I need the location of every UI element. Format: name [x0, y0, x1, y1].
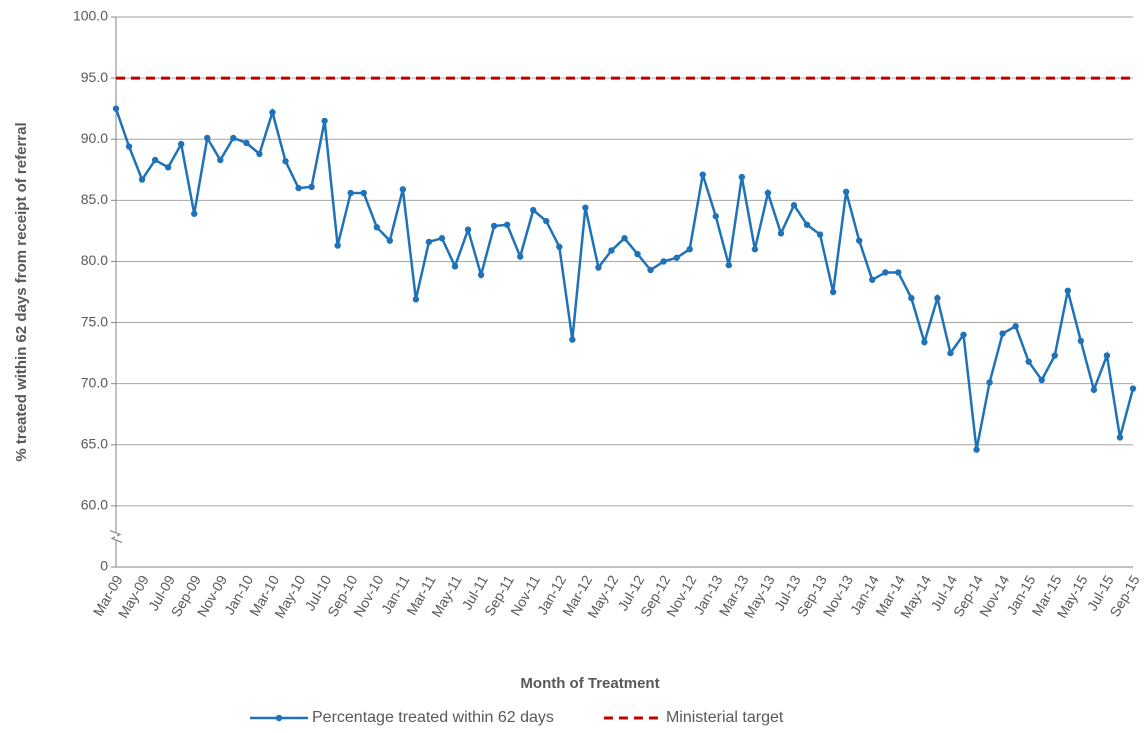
data-point [334, 242, 341, 249]
data-point [1038, 376, 1045, 384]
data-point [230, 134, 237, 142]
data-point [425, 238, 433, 246]
y-tick-label: 100.0 [73, 8, 108, 24]
data-point [321, 117, 328, 125]
y-tick-label: 75.0 [81, 313, 108, 329]
data-point [490, 222, 498, 230]
data-point [973, 446, 980, 453]
data-point [556, 243, 563, 250]
y-tick-label: 60.0 [81, 497, 108, 513]
data-point [869, 276, 876, 283]
data-point [934, 294, 941, 302]
y-tick-label: 65.0 [81, 435, 108, 451]
axis-break-gap [115, 533, 117, 540]
data-point [960, 331, 967, 338]
data-point [855, 237, 863, 244]
x-axis-label: Month of Treatment [520, 675, 659, 692]
data-point [138, 176, 146, 183]
data-point [921, 338, 928, 346]
y-tick-label: 80.0 [81, 252, 108, 268]
data-point [777, 230, 785, 237]
data-point [451, 263, 459, 270]
data-point [803, 221, 811, 228]
data-point [595, 264, 602, 271]
data-point [295, 184, 302, 192]
data-point [621, 235, 628, 242]
data-point [569, 336, 576, 343]
data-point [986, 379, 993, 386]
data-point [908, 294, 915, 302]
data-point [634, 250, 641, 258]
data-point [1012, 323, 1019, 330]
data-point [503, 221, 511, 228]
data-point [217, 156, 224, 164]
data-point [386, 237, 394, 244]
data-point [647, 266, 654, 274]
data-point [1051, 352, 1058, 359]
legend-label: Ministerial target [666, 709, 784, 726]
data-point [204, 134, 211, 142]
data-point [699, 171, 706, 178]
data-point [673, 254, 680, 261]
data-point [1090, 386, 1098, 393]
data-point [751, 246, 759, 253]
data-point [347, 189, 354, 197]
data-point [151, 156, 159, 164]
data-point [125, 143, 133, 150]
data-point [164, 164, 172, 171]
series-line [114, 107, 1135, 450]
data-point [1103, 352, 1111, 359]
data-point [399, 186, 407, 193]
y-tick-label: 70.0 [81, 374, 108, 390]
data-point [256, 150, 263, 158]
data-point [477, 271, 485, 279]
data-point [360, 189, 367, 197]
data-point [1077, 337, 1085, 345]
y-tick-label: 90.0 [81, 130, 108, 146]
data-point [660, 258, 667, 265]
data-point [530, 206, 537, 214]
legend-marker [275, 714, 283, 722]
data-point [464, 226, 472, 233]
y-tick-label: 0 [100, 558, 108, 574]
data-point [243, 139, 250, 147]
data-point [269, 109, 276, 116]
data-point [947, 349, 954, 357]
data-point [738, 173, 746, 181]
data-point [308, 183, 315, 191]
data-point [112, 105, 120, 112]
y-axis-label: % treated within 62 days from receipt of… [13, 122, 30, 461]
data-point [686, 246, 693, 253]
data-point [191, 210, 198, 217]
data-point [282, 158, 289, 165]
data-point [373, 224, 380, 231]
data-point [816, 231, 824, 238]
data-point [438, 235, 446, 242]
data-point [177, 140, 185, 148]
data-point [882, 269, 889, 276]
data-point [543, 217, 550, 225]
data-point [999, 330, 1006, 337]
data-point [1129, 385, 1137, 392]
data-point [1116, 434, 1124, 441]
data-point [829, 288, 837, 296]
data-point [764, 189, 772, 197]
data-point [608, 247, 615, 254]
y-tick-label: 95.0 [81, 69, 108, 85]
data-point [582, 204, 589, 211]
data-point [1025, 358, 1032, 365]
data-point [725, 261, 733, 269]
data-point [842, 188, 850, 195]
data-point [895, 269, 902, 276]
data-point [790, 202, 798, 209]
data-point [412, 296, 420, 303]
data-point [712, 213, 719, 220]
legend-label: Percentage treated within 62 days [312, 709, 554, 726]
data-point [1064, 287, 1072, 294]
data-point [516, 253, 524, 260]
y-tick-label: 85.0 [81, 191, 108, 207]
